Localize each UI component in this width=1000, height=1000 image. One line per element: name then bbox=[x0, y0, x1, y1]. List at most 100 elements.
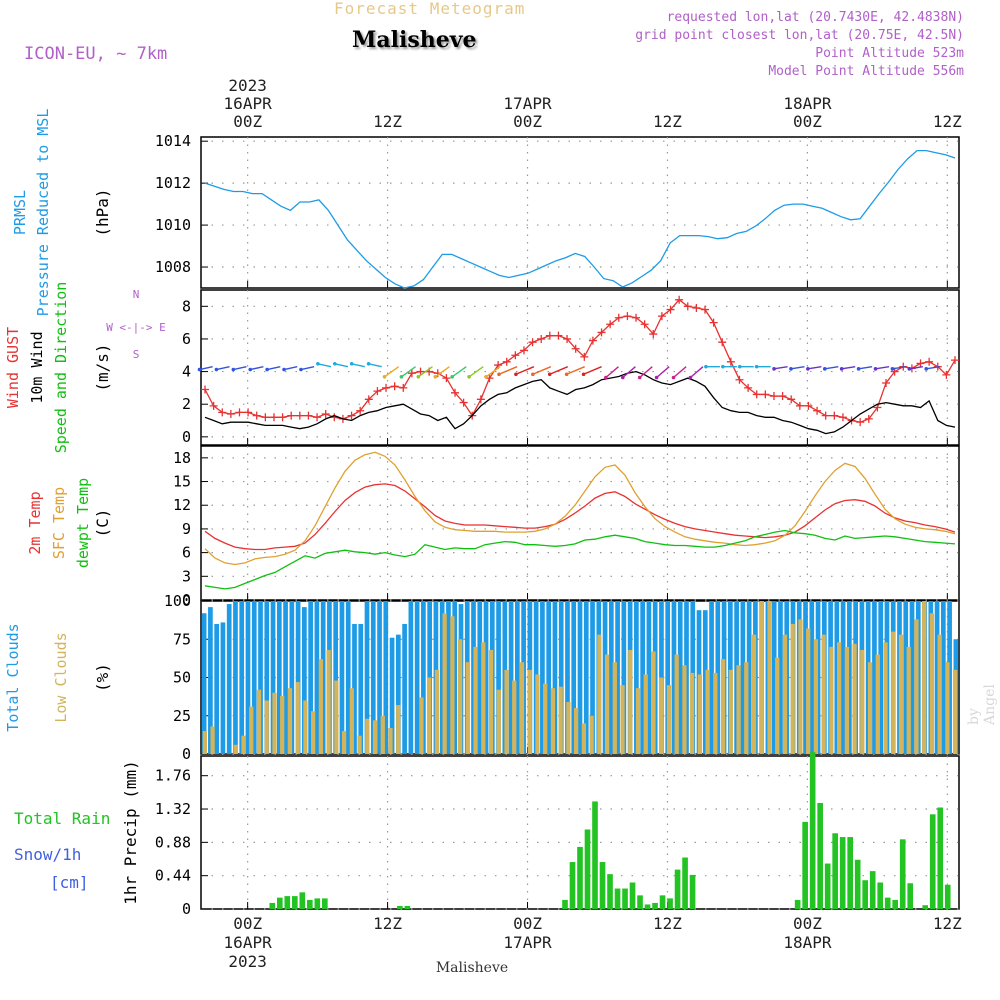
product-title: Forecast Meteogram bbox=[334, 0, 526, 18]
bar-clouds-0-103 bbox=[847, 601, 852, 754]
gust-marker-66 bbox=[769, 392, 778, 401]
bar-clouds-0-5 bbox=[233, 601, 238, 754]
wind-arrow-head-10 bbox=[366, 362, 371, 366]
gust-marker-74 bbox=[838, 413, 847, 422]
bar-clouds-1-68 bbox=[728, 669, 733, 754]
gust-marker-4 bbox=[235, 408, 244, 417]
bar-clouds-1-6 bbox=[249, 706, 254, 754]
bar-clouds-0-55 bbox=[546, 601, 552, 754]
gust-marker-67 bbox=[778, 392, 787, 401]
bar-clouds-0-87 bbox=[746, 601, 752, 754]
bar-clouds-1-65 bbox=[705, 669, 710, 754]
wind-arrow-head-1 bbox=[214, 367, 219, 372]
bar-clouds-1-71 bbox=[751, 634, 757, 754]
bar-precip-0-88 bbox=[862, 880, 869, 909]
bar-clouds-1-13 bbox=[303, 700, 308, 754]
wind-arrow-head-27 bbox=[654, 375, 659, 380]
label-clouds-1: Low Clouds bbox=[52, 632, 70, 722]
wind-arrow-7 bbox=[317, 363, 332, 368]
bar-clouds-1-34 bbox=[465, 662, 470, 754]
line-wind-1 bbox=[204, 370, 956, 435]
wind-arrow-head-23 bbox=[581, 372, 586, 377]
label-clouds-0: Total Clouds bbox=[4, 623, 22, 731]
bar-clouds-0-76 bbox=[677, 601, 683, 754]
gust-marker-7 bbox=[261, 413, 270, 422]
label-precip-2: [cm] bbox=[50, 873, 89, 892]
bar-precip-0-51 bbox=[584, 829, 591, 909]
ytick-label-pressure-0: 1008 bbox=[155, 258, 191, 276]
bar-clouds-1-94 bbox=[929, 613, 935, 754]
bar-clouds-0-112 bbox=[903, 601, 909, 754]
bar-clouds-1-95 bbox=[937, 634, 942, 754]
gust-marker-14 bbox=[321, 410, 330, 418]
bar-clouds-0-25 bbox=[358, 623, 364, 754]
point-altitude: Point Altitude 523m bbox=[815, 46, 964, 61]
wind-arrow-head-4 bbox=[265, 367, 269, 372]
gust-marker-71 bbox=[813, 406, 822, 415]
bar-precip-0-81 bbox=[809, 752, 816, 909]
wind-arrow-0 bbox=[199, 366, 213, 371]
wind-arrow-27 bbox=[656, 366, 670, 379]
wind-arrow-head-7 bbox=[316, 362, 320, 366]
bar-precip-0-26 bbox=[397, 905, 403, 909]
gust-marker-22 bbox=[390, 382, 399, 391]
gust-marker-60 bbox=[718, 338, 727, 347]
gust-marker-29 bbox=[451, 388, 459, 397]
bar-clouds-0-92 bbox=[778, 601, 783, 754]
wind-arrow-17 bbox=[485, 366, 501, 378]
bar-precip-0-65 bbox=[689, 874, 696, 909]
gust-marker-77 bbox=[864, 414, 873, 423]
bar-clouds-1-56 bbox=[635, 688, 641, 754]
bar-clouds-0-34 bbox=[414, 601, 420, 754]
bar-clouds-0-98 bbox=[815, 601, 821, 754]
label-wind-0: Wind GUST bbox=[4, 327, 22, 408]
bar-clouds-1-86 bbox=[867, 662, 873, 754]
label-temperature-1: SFC Temp bbox=[50, 487, 68, 559]
bar-clouds-0-49 bbox=[508, 601, 514, 754]
gust-marker-19 bbox=[364, 395, 373, 404]
bar-precip-0-52 bbox=[592, 801, 598, 909]
bar-clouds-1-18 bbox=[341, 731, 347, 754]
gust-marker-35 bbox=[502, 357, 511, 366]
bar-clouds-1-88 bbox=[883, 642, 888, 754]
bar-precip-0-82 bbox=[817, 802, 823, 909]
bar-clouds-0-69 bbox=[634, 601, 639, 754]
gust-marker-42 bbox=[563, 334, 572, 343]
gust-marker-24 bbox=[407, 369, 416, 378]
gust-marker-23 bbox=[399, 383, 408, 392]
bar-clouds-1-77 bbox=[798, 619, 803, 754]
bar-clouds-0-58 bbox=[565, 601, 570, 754]
bar-precip-0-92 bbox=[892, 899, 899, 909]
line-pressure-0 bbox=[204, 149, 956, 289]
time-tick-top-3: 12Z bbox=[653, 112, 682, 131]
gust-marker-25 bbox=[416, 367, 425, 376]
wind-arrow-head-2 bbox=[231, 367, 236, 372]
bar-clouds-0-30 bbox=[389, 637, 395, 754]
ytick-label-clouds-4: 100 bbox=[164, 592, 191, 610]
footer-location: Malisheve bbox=[436, 960, 508, 976]
unit-wind: (m/s) bbox=[93, 343, 112, 391]
bar-clouds-0-108 bbox=[878, 601, 884, 754]
wind-arrow-head-38 bbox=[839, 367, 844, 371]
bar-clouds-0-21 bbox=[333, 601, 339, 754]
bar-clouds-0-40 bbox=[452, 601, 458, 754]
bar-clouds-0-14 bbox=[289, 601, 295, 754]
gust-marker-5 bbox=[244, 408, 253, 417]
bar-clouds-1-53 bbox=[612, 662, 617, 754]
gust-marker-1 bbox=[209, 401, 218, 410]
bar-clouds-0-86 bbox=[740, 601, 746, 754]
bar-precip-0-87 bbox=[854, 859, 861, 909]
bar-precip-0-80 bbox=[802, 821, 808, 909]
gust-marker-45 bbox=[588, 336, 597, 345]
gust-marker-54 bbox=[666, 305, 675, 314]
bar-precip-0-89 bbox=[869, 871, 876, 909]
panel-frame-pressure bbox=[200, 136, 960, 289]
year-label-top: 2023 bbox=[228, 76, 267, 95]
gust-marker-20 bbox=[373, 387, 382, 396]
bar-precip-0-62 bbox=[667, 898, 673, 909]
gust-marker-57 bbox=[692, 303, 701, 312]
bar-clouds-1-96 bbox=[945, 662, 950, 754]
bar-clouds-1-25 bbox=[396, 705, 401, 754]
gust-marker-79 bbox=[882, 379, 891, 387]
